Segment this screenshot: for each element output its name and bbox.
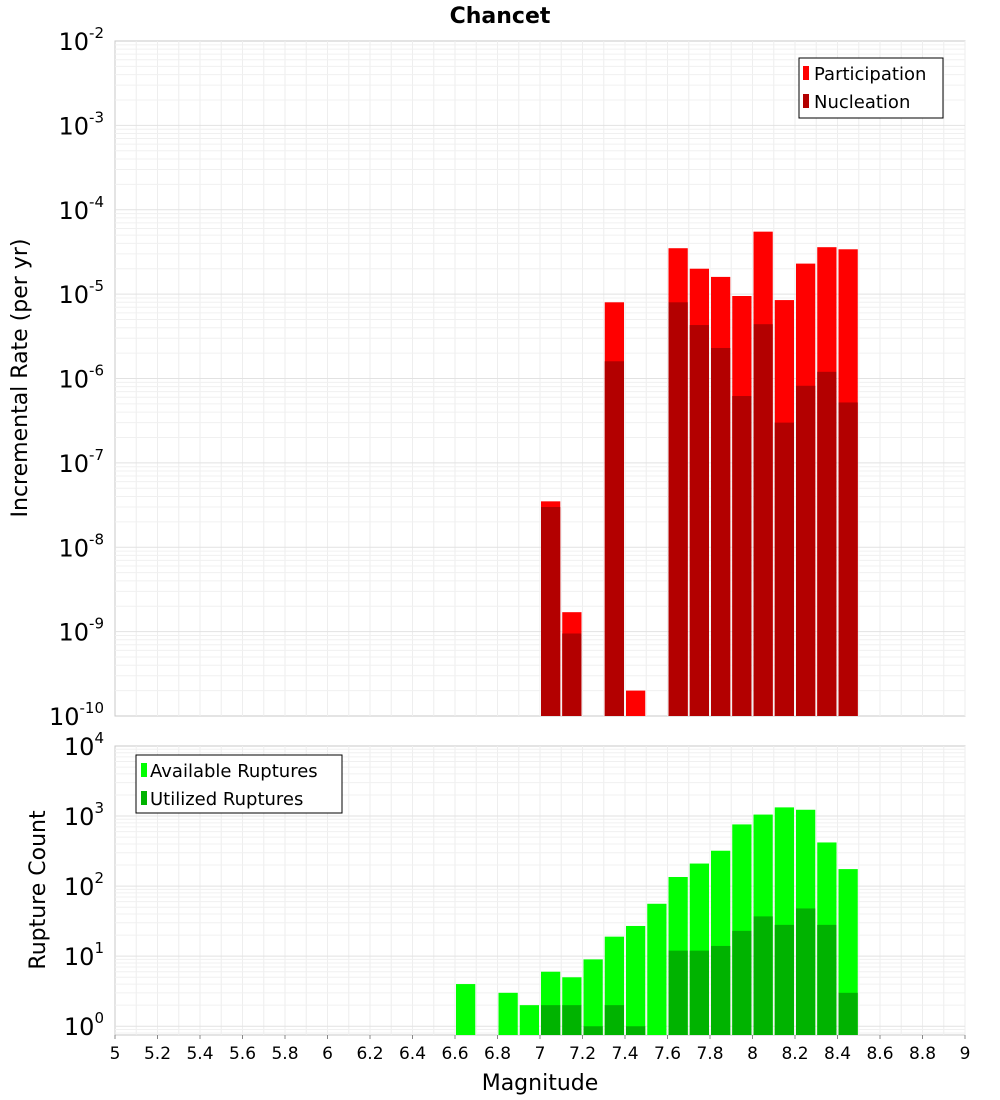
legend-swatch-available bbox=[141, 763, 147, 777]
bottom-bar-s2 bbox=[668, 950, 688, 1035]
bottom-bars bbox=[456, 807, 858, 1035]
bottom-bar-s2 bbox=[796, 908, 816, 1035]
bottom-y-axis-label: Rupture Count bbox=[26, 810, 51, 970]
bottom-legend-box bbox=[135, 754, 343, 814]
top-y-axis-label: Incremental Rate (per yr) bbox=[8, 239, 33, 518]
legend-label-nucleation: Nucleation bbox=[814, 92, 910, 113]
x-tick-label: 9 bbox=[960, 1044, 971, 1064]
top-bar-s2 bbox=[817, 371, 837, 716]
y-tick-label: 101 bbox=[64, 939, 104, 971]
x-tick-label: 8.8 bbox=[909, 1044, 936, 1064]
bottom-bar-s1 bbox=[583, 959, 603, 1035]
bottom-panel: 104 103 102 101 100 5 5.2 5.4 5.6 5.8 6 6.2 6.4 6.6 6… bbox=[26, 729, 970, 1096]
legend-swatch-participation bbox=[803, 66, 809, 80]
top-y-tick-labels: 10-2 10-3 10-4 10-5 10-6 10-7 10-8 10-9 10-10 bbox=[49, 24, 104, 731]
y-tick-label: 10-3 bbox=[58, 108, 104, 140]
top-bars bbox=[541, 231, 858, 717]
top-legend: Participation Nucleation bbox=[798, 57, 944, 119]
bottom-bar-s2 bbox=[753, 916, 773, 1035]
bottom-bar-s2 bbox=[583, 1026, 603, 1035]
chart-title: Chancet bbox=[450, 4, 551, 29]
x-tick-label: 6.6 bbox=[441, 1044, 468, 1064]
y-tick-label: 10-7 bbox=[58, 446, 104, 478]
x-tick-label: 8.4 bbox=[824, 1044, 851, 1064]
legend-swatch-nucleation bbox=[803, 94, 809, 108]
y-tick-label: 10-10 bbox=[49, 699, 104, 731]
x-tick-label: 8.6 bbox=[866, 1044, 893, 1064]
bottom-y-tick-labels: 104 103 102 101 100 bbox=[64, 729, 104, 1041]
bottom-bar-s2 bbox=[626, 1026, 646, 1035]
x-axis-label: Magnitude bbox=[482, 1071, 599, 1096]
y-tick-label: 10-5 bbox=[58, 277, 104, 309]
legend-label-participation: Participation bbox=[814, 64, 926, 85]
y-tick-label: 100 bbox=[64, 1009, 104, 1041]
bottom-bar-s1 bbox=[498, 992, 518, 1035]
top-bar-s2 bbox=[604, 361, 624, 716]
x-tick-label: 7.4 bbox=[611, 1044, 638, 1064]
legend-swatch-utilized bbox=[141, 791, 147, 805]
top-bar-s2 bbox=[668, 302, 688, 716]
bottom-bar-s1 bbox=[456, 984, 476, 1035]
x-tick-label: 5.6 bbox=[229, 1044, 256, 1064]
top-legend-box bbox=[798, 57, 944, 119]
bottom-bar-s1 bbox=[519, 1005, 539, 1035]
bottom-bar-s2 bbox=[817, 924, 837, 1035]
bottom-bar-s2 bbox=[774, 924, 794, 1035]
top-bar-s2 bbox=[732, 396, 752, 716]
bottom-bar-s2 bbox=[541, 1005, 561, 1035]
x-tick-label: 8 bbox=[747, 1044, 758, 1064]
legend-label-utilized: Utilized Ruptures bbox=[150, 789, 303, 810]
bottom-bar-s2 bbox=[562, 1005, 582, 1035]
top-bar-s2 bbox=[796, 385, 816, 716]
x-tick-label: 6 bbox=[322, 1044, 333, 1064]
bottom-bar-s1 bbox=[626, 925, 646, 1035]
top-bar-s2 bbox=[541, 506, 561, 716]
top-bar-s2 bbox=[562, 633, 582, 716]
top-bar-s2 bbox=[774, 422, 794, 716]
legend-label-available: Available Ruptures bbox=[150, 761, 318, 782]
x-tick-label: 6.4 bbox=[399, 1044, 426, 1064]
x-tick-label: 5.4 bbox=[186, 1044, 213, 1064]
top-bar-s2 bbox=[838, 402, 858, 716]
x-tick-label: 7.2 bbox=[569, 1044, 596, 1064]
bottom-bar-s2 bbox=[838, 992, 858, 1035]
x-tick-label: 6.8 bbox=[484, 1044, 511, 1064]
x-tick-label: 5.2 bbox=[144, 1044, 171, 1064]
bottom-bar-s2 bbox=[711, 945, 731, 1035]
x-tick-label: 5.8 bbox=[271, 1044, 298, 1064]
x-tick-label: 5 bbox=[110, 1044, 121, 1064]
y-tick-label: 102 bbox=[64, 869, 104, 901]
top-bar-s2 bbox=[753, 324, 773, 716]
top-panel: 10-2 10-3 10-4 10-5 10-6 10-7 10-8 10-9 10-10 In… bbox=[8, 24, 966, 731]
top-gridlines bbox=[115, 41, 966, 716]
y-tick-label: 104 bbox=[64, 729, 104, 761]
top-bar-s2 bbox=[711, 347, 731, 716]
bottom-legend: Available Ruptures Utilized Ruptures bbox=[135, 754, 343, 814]
bottom-bar-s2 bbox=[689, 950, 709, 1035]
top-bar-s1 bbox=[626, 690, 646, 716]
y-tick-label: 10-6 bbox=[58, 362, 104, 394]
bottom-bar-s2 bbox=[604, 1005, 624, 1035]
bottom-bar-s1 bbox=[647, 903, 667, 1035]
top-bar-s2 bbox=[689, 325, 709, 716]
x-tick-label: 7.6 bbox=[654, 1044, 681, 1064]
y-tick-label: 10-4 bbox=[58, 193, 104, 225]
x-tick-label: 7.8 bbox=[696, 1044, 723, 1064]
y-tick-label: 103 bbox=[64, 799, 104, 831]
y-tick-label: 10-8 bbox=[58, 530, 104, 562]
y-tick-label: 10-9 bbox=[58, 615, 104, 647]
x-tick-label: 7 bbox=[535, 1044, 546, 1064]
y-tick-label: 10-2 bbox=[58, 24, 104, 56]
bottom-bar-s2 bbox=[732, 930, 752, 1035]
x-tick-labels: 5 5.2 5.4 5.6 5.8 6 6.2 6.4 6.6 6.8 7 7.2 7.4 7.6 7.8 8… bbox=[110, 1035, 971, 1064]
x-tick-label: 8.2 bbox=[781, 1044, 808, 1064]
x-tick-label: 6.2 bbox=[356, 1044, 383, 1064]
